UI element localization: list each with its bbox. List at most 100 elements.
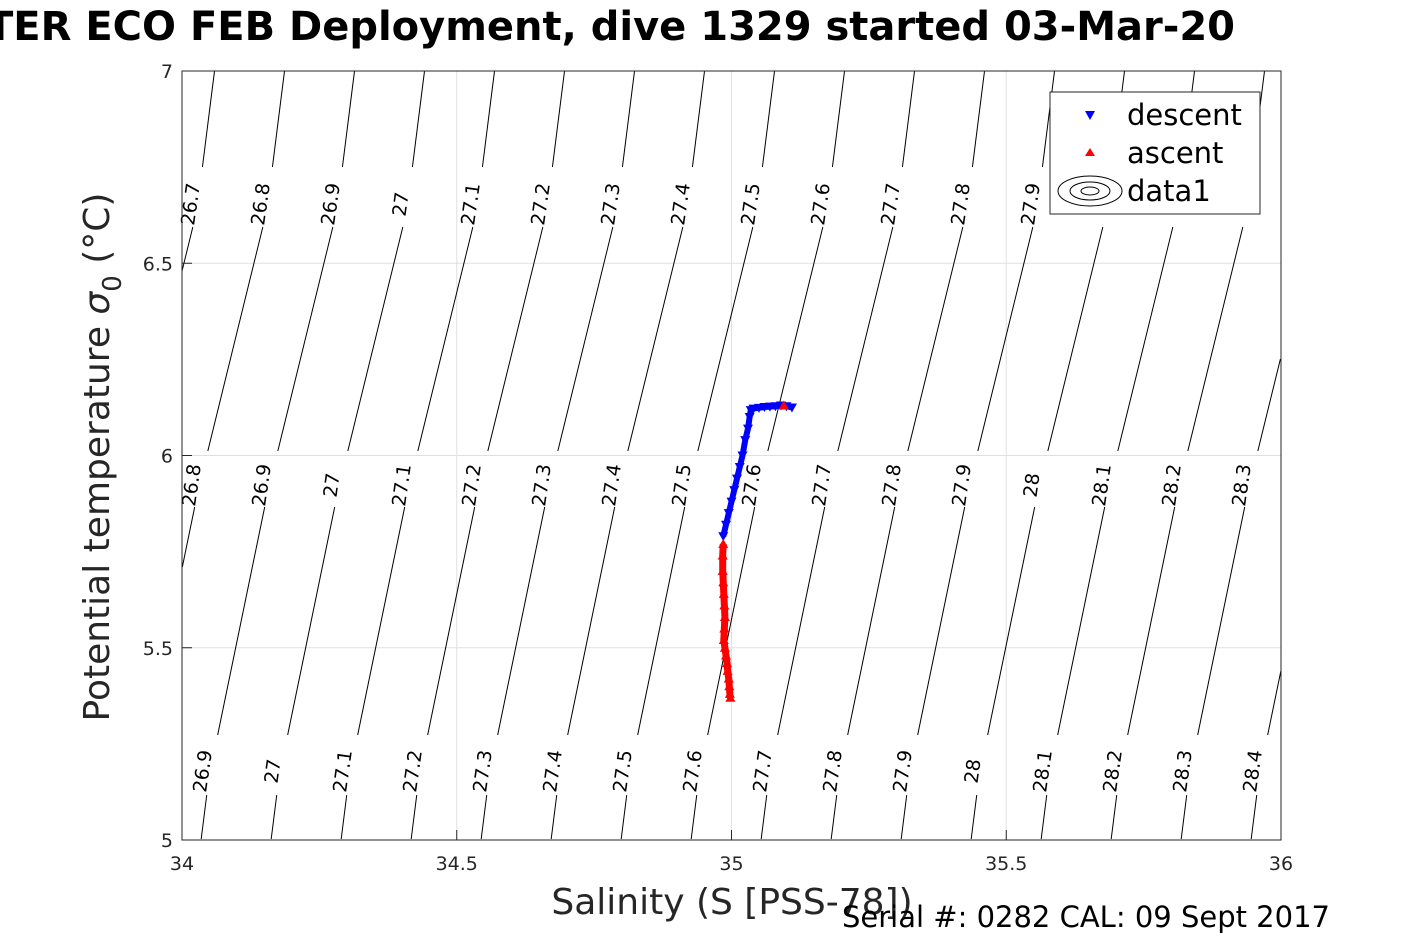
contour-line bbox=[340, 794, 348, 840]
contour-label: 28.2 bbox=[1158, 463, 1186, 508]
contour-line bbox=[831, 70, 846, 168]
ascent-point bbox=[718, 588, 729, 598]
legend-box bbox=[1049, 91, 1261, 215]
contour-label: 26.9 bbox=[248, 463, 276, 508]
x-axis-ticks: 34 34.5 35 35.5 36 bbox=[170, 830, 1293, 875]
y-tick-label: 6.5 bbox=[143, 253, 173, 275]
y-axis-ticks: 5 5.5 6 6.5 7 bbox=[143, 61, 192, 852]
contour-line bbox=[550, 794, 558, 840]
contour-label: 27.1 bbox=[457, 182, 485, 227]
contour-line bbox=[697, 226, 754, 452]
ascent-series bbox=[717, 400, 789, 702]
contour-label: 27.3 bbox=[597, 182, 625, 227]
contour-line bbox=[837, 226, 894, 452]
contour-line bbox=[181, 226, 194, 272]
contour-line bbox=[847, 506, 896, 736]
ascent-point bbox=[719, 642, 730, 652]
legend-data1-label: data1 bbox=[1127, 174, 1211, 208]
contour-line bbox=[830, 794, 838, 840]
y-tick-label: 7 bbox=[161, 61, 173, 83]
contour-line bbox=[707, 506, 756, 736]
contour-line bbox=[557, 226, 614, 452]
contour-label: 27.7 bbox=[808, 463, 836, 508]
contour-line bbox=[411, 70, 426, 168]
contour-line bbox=[1117, 226, 1174, 452]
contour-label: 27.1 bbox=[388, 463, 416, 508]
x-tick-label: 36 bbox=[1269, 853, 1293, 875]
contour-line bbox=[1110, 794, 1118, 840]
contour-line bbox=[347, 226, 404, 452]
contour-line bbox=[627, 226, 684, 452]
contour-line bbox=[900, 794, 908, 840]
ascent-point bbox=[722, 665, 733, 675]
contour-line bbox=[1040, 794, 1048, 840]
contour-line bbox=[217, 506, 266, 736]
contour-line bbox=[971, 70, 986, 168]
contour-line bbox=[417, 226, 474, 452]
contour-label: 27.4 bbox=[667, 182, 695, 227]
contour-label: 27.8 bbox=[947, 182, 975, 227]
contour-label: 27.6 bbox=[738, 463, 766, 508]
ascent-point bbox=[717, 565, 728, 575]
contour-label: 27.2 bbox=[458, 463, 486, 508]
ascent-point bbox=[719, 611, 730, 621]
contour-line bbox=[1057, 506, 1106, 736]
contour-line bbox=[637, 506, 686, 736]
legend-ascent-label: ascent bbox=[1127, 136, 1223, 170]
contour-line bbox=[1197, 506, 1246, 736]
contour-line bbox=[487, 226, 544, 452]
contour-label: 27.3 bbox=[469, 749, 497, 794]
contour-label: 27.9 bbox=[889, 749, 917, 794]
ascent-point bbox=[724, 681, 735, 691]
legend[interactable]: descent ascent data1 bbox=[1049, 91, 1261, 215]
y-tick-label: 6 bbox=[161, 446, 173, 468]
x-tick-label: 35.5 bbox=[985, 853, 1027, 875]
contour-label: 27.5 bbox=[609, 749, 637, 794]
contour-label: 27.1 bbox=[329, 749, 357, 794]
y-tick-label: 5.5 bbox=[143, 638, 173, 660]
contour-line bbox=[917, 506, 966, 736]
contour-label: 27 bbox=[319, 472, 344, 499]
x-tick-label: 34 bbox=[170, 853, 194, 875]
contour-line bbox=[341, 70, 356, 168]
contour-label: 28.3 bbox=[1169, 749, 1197, 794]
contour-line bbox=[497, 506, 546, 736]
contour-line bbox=[200, 794, 208, 840]
contour-label: 27.8 bbox=[878, 463, 906, 508]
contour-line bbox=[287, 506, 336, 736]
contour-line bbox=[1250, 794, 1258, 840]
contour-line bbox=[1041, 70, 1056, 168]
contour-label: 27.6 bbox=[807, 182, 835, 227]
contour-line bbox=[1187, 226, 1244, 452]
contour-line bbox=[691, 70, 706, 168]
contour-line bbox=[987, 506, 1036, 736]
contour-line bbox=[977, 226, 1034, 452]
contour-line bbox=[207, 226, 264, 452]
contour-label: 26.9 bbox=[317, 182, 345, 227]
contour-line bbox=[760, 794, 768, 840]
contour-line bbox=[481, 70, 496, 168]
contour-line bbox=[907, 226, 964, 452]
ascent-point bbox=[724, 688, 735, 698]
contour-line bbox=[767, 226, 824, 452]
descent-track bbox=[720, 402, 793, 537]
contour-line bbox=[427, 506, 476, 736]
contour-label: 27.4 bbox=[598, 463, 626, 508]
contour-label: 27.3 bbox=[528, 463, 556, 508]
contour-label: 28.4 bbox=[1239, 749, 1267, 794]
contour-label: 28.1 bbox=[1029, 749, 1057, 794]
contour-label: 26.9 bbox=[189, 749, 217, 794]
contour-line bbox=[901, 70, 916, 168]
contour-line bbox=[620, 794, 628, 840]
contour-line bbox=[761, 70, 776, 168]
contour-label: 27.5 bbox=[668, 463, 696, 508]
contour-label: 27.9 bbox=[1017, 182, 1045, 227]
contour-line bbox=[567, 506, 616, 736]
contour-line bbox=[1127, 506, 1176, 736]
ascent-point bbox=[723, 673, 734, 683]
x-axis-label: Salinity (S [PSS-78]) bbox=[551, 882, 912, 923]
legend-ascent-marker bbox=[1085, 148, 1095, 156]
contour-line bbox=[357, 506, 406, 736]
ascent-point bbox=[721, 650, 732, 660]
